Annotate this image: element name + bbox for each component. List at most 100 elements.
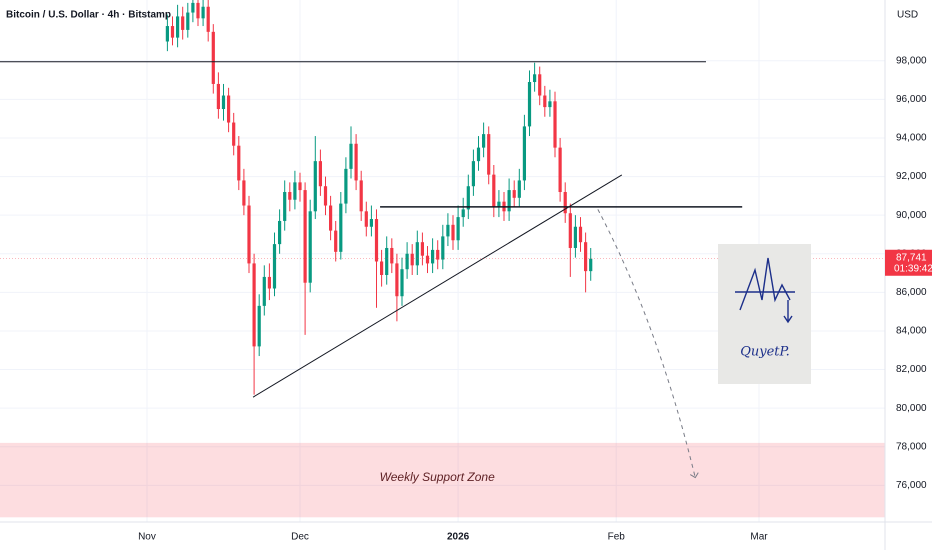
candle-body [323, 186, 328, 206]
candle-body [563, 192, 567, 214]
candle-body [374, 219, 379, 262]
candle-body [364, 211, 368, 227]
last-price-box [885, 249, 932, 276]
candle-body [543, 95, 547, 108]
candle-body [380, 261, 384, 275]
x-tick-label: 2026 [447, 532, 470, 543]
y-tick-label: 78,000 [896, 441, 927, 452]
candle-body [277, 220, 282, 245]
y-tick-label: 96,000 [896, 94, 927, 105]
candle-body [252, 263, 256, 347]
candle-body [410, 253, 414, 266]
candle-body [385, 247, 389, 275]
candle-body [390, 247, 394, 264]
last-price-label: 87,741 [896, 252, 927, 263]
zone-label: Weekly Support Zone [380, 470, 495, 484]
candle-body [527, 82, 532, 127]
y-tick-label: 76,000 [896, 480, 927, 491]
candle-body [232, 122, 236, 146]
grid [0, 0, 885, 522]
candle-body [303, 190, 307, 283]
candle-body [425, 255, 430, 264]
candle-body [257, 305, 261, 347]
candle-body [359, 180, 363, 212]
candle-body [578, 226, 583, 243]
drawings [0, 61, 885, 479]
candle-body [349, 143, 353, 169]
candle-body [441, 236, 445, 260]
candle-body [318, 161, 322, 187]
signature-text: QuyetP. [740, 345, 790, 360]
candle-body [451, 224, 455, 241]
x-tick-label: Dec [291, 532, 309, 543]
candle-body [328, 205, 333, 231]
candle-body [568, 213, 572, 248]
candle-body [201, 6, 205, 19]
candle-body [482, 134, 486, 148]
candle-body [216, 83, 220, 110]
signature-bg [718, 244, 811, 384]
candle-body [471, 161, 476, 187]
candle-body [206, 6, 210, 32]
candle-body [288, 192, 292, 200]
trendline [252, 174, 623, 398]
candle-body [334, 230, 338, 252]
chart-title: Bitcoin / U.S. Dollar · 4h · Bitstamp [6, 10, 171, 21]
candle-body [517, 180, 521, 198]
candle-body [395, 263, 399, 297]
signature-strokes [735, 257, 795, 324]
signature-image: QuyetP. [718, 244, 811, 384]
y-tick-label: 84,000 [896, 326, 927, 337]
x-tick-label: Feb [608, 532, 626, 543]
candle-body [405, 253, 409, 270]
candle-body [165, 26, 169, 42]
candle-body [272, 244, 277, 289]
candle-body [548, 101, 552, 108]
candle-body [492, 174, 496, 208]
candle-body [476, 147, 481, 162]
candle-body [191, 2, 195, 13]
candle-body [573, 226, 578, 248]
y-tick-label: 94,000 [896, 133, 927, 144]
candle-body [226, 95, 231, 123]
candle-body [298, 182, 302, 191]
candle-body [466, 186, 470, 210]
candle-body [420, 242, 425, 256]
candle-body [262, 276, 266, 306]
candle-body [308, 211, 312, 283]
candle-body [456, 217, 460, 241]
candle-body [497, 201, 501, 208]
x-tick-label: Mar [750, 532, 768, 543]
candle-body [170, 26, 175, 38]
candle-body [553, 101, 557, 148]
y-tick-label: 90,000 [896, 210, 927, 221]
candle-body [487, 134, 491, 175]
candle-body [221, 95, 226, 110]
candle-body [313, 161, 317, 212]
candle-body [293, 182, 297, 200]
candle-body [431, 249, 435, 264]
arrow-head [690, 472, 699, 479]
candle-body [211, 31, 215, 84]
y-tick-label: 92,000 [896, 171, 927, 182]
candle-body [237, 145, 241, 181]
y-tick-label: 82,000 [896, 364, 927, 375]
candle-body [584, 242, 588, 272]
candle-body [507, 190, 511, 212]
support-zone [0, 442, 885, 518]
candle-body [354, 143, 358, 181]
x-tick-label: Nov [138, 532, 156, 543]
candle-body [415, 242, 419, 266]
countdown: 01:39:42 [894, 263, 932, 274]
zone-layer: Weekly Support Zone [0, 442, 885, 518]
candle-body [436, 249, 440, 260]
candle-body [339, 203, 343, 252]
candle-body [558, 147, 562, 193]
currency: USD [897, 10, 918, 21]
candle-body [533, 74, 537, 83]
candle-body [196, 2, 200, 19]
candle-body [400, 269, 404, 297]
candle-body [283, 192, 287, 221]
candle-body [589, 258, 593, 272]
